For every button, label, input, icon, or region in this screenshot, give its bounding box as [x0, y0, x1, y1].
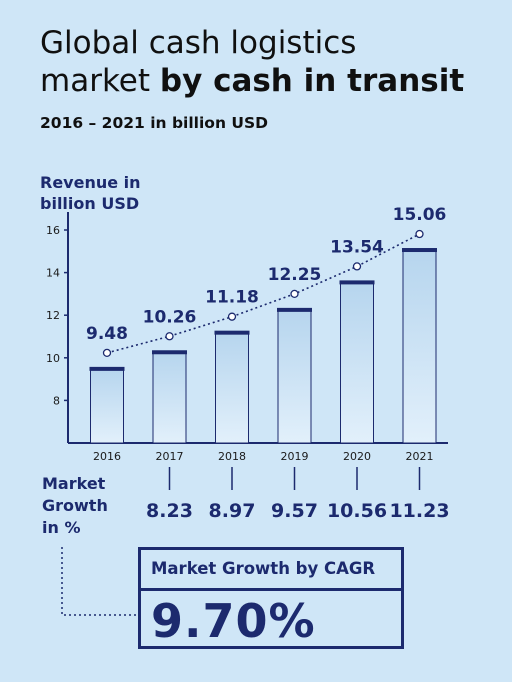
growth-value-2020: 10.56	[327, 500, 387, 522]
bar-cap-2018	[214, 330, 250, 335]
x-tick-label-2016: 2016	[93, 450, 121, 463]
market-growth-label-line-2: Growth	[42, 496, 108, 515]
title-line-1: Global cash logistics	[40, 25, 357, 61]
x-tick-label-2021: 2021	[406, 450, 434, 463]
value-label-2018: 11.18	[205, 288, 259, 308]
bar-cap-2017	[152, 350, 187, 355]
growth-value-2021: 11.23	[389, 500, 449, 522]
bar-cap-2016	[89, 366, 125, 371]
y-axis-label-line-2: billion USD	[40, 194, 140, 213]
growth-value-2019: 9.57	[271, 500, 318, 522]
bar-cap-2021	[402, 248, 437, 253]
x-tick-label-2020: 2020	[343, 450, 371, 463]
chart-title: Global cash logistics market by cash in …	[40, 24, 464, 100]
value-marker-2019	[290, 289, 299, 299]
y-tick-label: 10	[46, 352, 60, 365]
cagr-divider	[141, 588, 401, 591]
bar-2018	[215, 332, 249, 444]
title-line-2-regular: market	[40, 63, 160, 99]
y-tick-label: 12	[46, 309, 60, 322]
value-label-2019: 12.25	[268, 265, 322, 285]
value-marker-2018	[227, 312, 237, 321]
trend-line	[106, 233, 420, 354]
bar-2017	[152, 351, 187, 444]
bar-cap-2019	[277, 307, 312, 312]
y-axis-label: Revenue in billion USD	[40, 172, 141, 214]
title-line-2-bold: by cash in transit	[159, 63, 465, 99]
y-tick-label: 14	[46, 267, 60, 280]
bar-2019	[277, 309, 312, 444]
chart-subtitle: 2016 – 2021 in billion USD	[40, 114, 269, 132]
cagr-connector	[61, 547, 138, 616]
bar-2016	[90, 368, 124, 444]
value-marker-2020	[352, 262, 362, 271]
y-axis-label-line-1: Revenue in	[40, 173, 141, 192]
chart-layer: 8 10 12 14 16 9.48 2016 10.26 2017 8.23 11.18 2018 8…	[46, 205, 450, 616]
bar-2020	[340, 281, 374, 444]
value-marker-2017	[165, 332, 174, 341]
bar-2021	[402, 249, 437, 444]
market-growth-label-line-3: in %	[42, 518, 81, 537]
value-label-2020: 13.54	[330, 237, 384, 257]
value-label-2017: 10.26	[143, 307, 197, 327]
y-tick-label: 16	[46, 224, 60, 237]
x-tick-label-2017: 2017	[156, 450, 184, 463]
value-label-2021: 15.06	[393, 205, 447, 225]
cagr-value: 9.70%	[151, 594, 316, 648]
value-label-2016: 9.48	[86, 324, 128, 344]
x-tick-label-2019: 2019	[281, 450, 309, 463]
value-marker-2016	[102, 348, 112, 358]
cagr-title: Market Growth by CAGR	[151, 559, 376, 578]
growth-value-2018: 8.97	[209, 500, 256, 522]
growth-value-2017: 8.23	[146, 500, 193, 522]
x-tick-label-2018: 2018	[218, 450, 246, 463]
value-marker-2021	[415, 229, 424, 239]
market-growth-label-line-1: Market	[42, 474, 106, 493]
y-tick-label: 8	[53, 394, 60, 407]
bar-cap-2020	[339, 280, 375, 285]
cagr-box: Market Growth by CAGR 9.70%	[138, 547, 404, 649]
market-growth-label: Market Growth in %	[42, 473, 108, 539]
